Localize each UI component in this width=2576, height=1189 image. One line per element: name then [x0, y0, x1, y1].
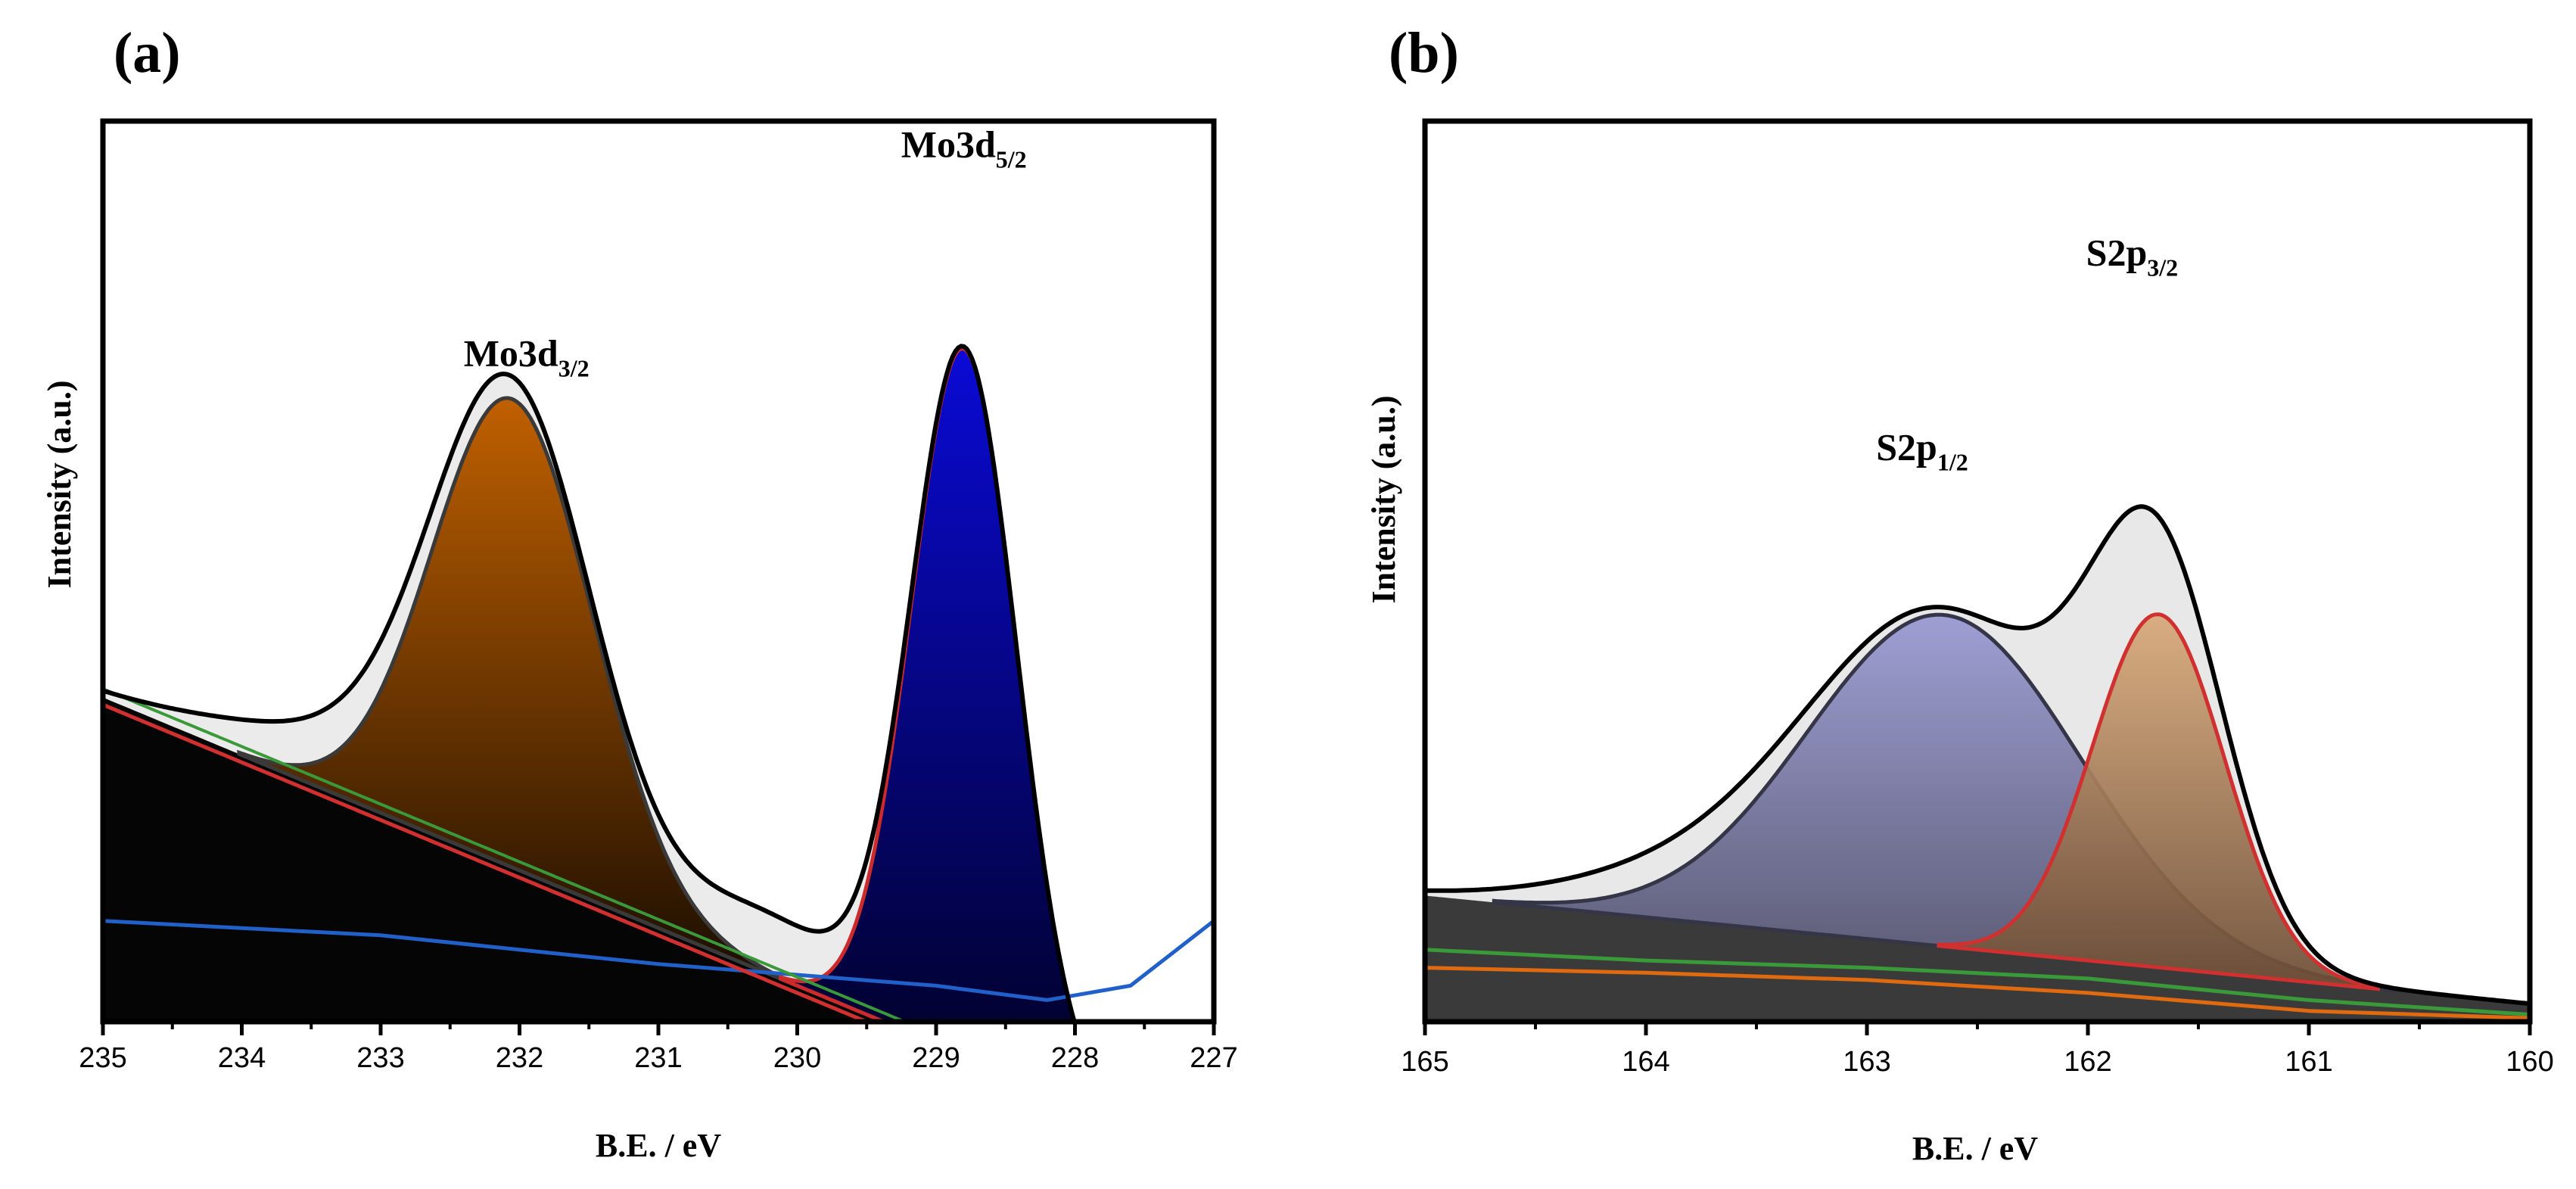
x-tick-label: 164 [1622, 1046, 1669, 1078]
background-region [103, 697, 1214, 1022]
peak-annotation-main: Mo3d [464, 332, 558, 375]
panel-a-x-axis-title: B.E. / eV [596, 1127, 721, 1164]
x-tick-label: 229 [912, 1042, 960, 1074]
x-tick-label: 161 [2285, 1046, 2332, 1078]
envelope-line [1425, 504, 2530, 1007]
x-tick-label: 160 [2506, 1046, 2553, 1078]
x-tick-label: 165 [1401, 1046, 1448, 1078]
panel-a-marks [103, 344, 1214, 1022]
panel-b-y-axis-title: Intensity (a.u.) [1365, 395, 1402, 603]
panel-b-marks [1425, 504, 2530, 1022]
baseline-green [1425, 948, 2530, 1016]
x-tick-label: 234 [218, 1042, 266, 1074]
panel-a-x-ticks: 235 234 233 232 231 230 229 228 227 [79, 1022, 1238, 1074]
panel-a-label: (a) [114, 21, 181, 85]
peak-annotation: Mo3d3/2 [464, 332, 590, 382]
background-region [1425, 895, 2530, 1022]
peak-annotation-main: S2p [1876, 425, 1937, 468]
x-tick-label: 233 [356, 1042, 404, 1074]
peak-annotation-main: Mo3d [901, 123, 996, 166]
baseline-blue [103, 919, 1214, 1002]
peak-annotation-sub: 3/2 [2147, 254, 2178, 281]
x-tick-label: 228 [1051, 1042, 1099, 1074]
panel-a: (a) 235 234 233 232 231 230 229 228 227 B.E. / e… [41, 21, 1238, 1164]
envelope-line [103, 344, 1077, 1022]
peak-annotation-main: S2p [2086, 231, 2148, 273]
baseline-orange [1425, 966, 2530, 1020]
baseline-green [103, 687, 909, 1022]
peak-annotation: S2p1/2 [1876, 425, 1968, 475]
x-tick-label: 163 [1843, 1046, 1890, 1078]
x-tick-label: 227 [1190, 1042, 1237, 1074]
panel-b-plot [1425, 504, 2530, 1022]
x-tick-label: 232 [496, 1042, 543, 1074]
peak-annotation-sub: 3/2 [558, 355, 590, 382]
x-tick-label: 162 [2064, 1046, 2111, 1078]
panel-b: (b) 165 164 163 162 161 160 B.E. / eV Intensi… [1365, 21, 2554, 1167]
panel-b-label: (b) [1389, 21, 1459, 85]
peak-annotation-sub: 5/2 [996, 146, 1027, 173]
panel-b-x-ticks: 165 164 163 162 161 160 [1401, 1022, 2554, 1078]
x-tick-label: 230 [773, 1042, 821, 1074]
envelope-fill [103, 346, 1214, 1022]
x-tick-label: 235 [79, 1042, 126, 1074]
peak-s2p3-2 [1937, 612, 2380, 991]
panel-a-plot [103, 344, 1214, 1022]
peak-annotation: Mo3d5/2 [901, 123, 1027, 173]
baseline-red [103, 702, 872, 1022]
panel-b-x-axis-title: B.E. / eV [1912, 1130, 2038, 1167]
x-tick-label: 231 [634, 1042, 682, 1074]
peak-annotation-sub: 1/2 [1937, 448, 1968, 475]
panel-a-y-axis-title: Intensity (a.u.) [41, 380, 78, 588]
peak-annotation: S2p3/2 [2086, 231, 2179, 281]
